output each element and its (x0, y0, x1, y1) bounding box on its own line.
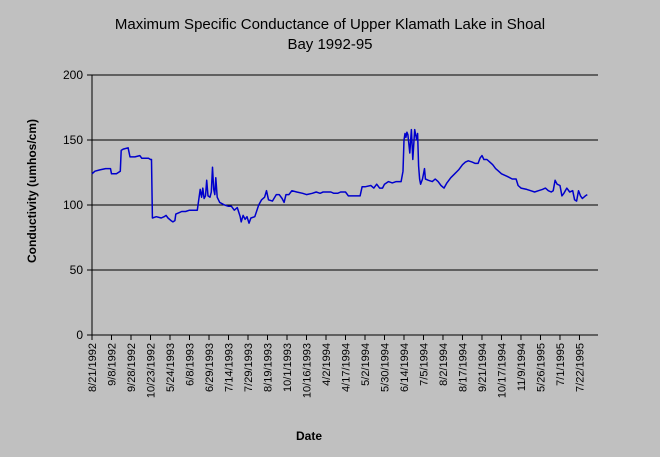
x-tick-label: 10/16/1993 (301, 343, 313, 398)
x-tick-label: 8/21/1992 (87, 343, 99, 392)
y-axis-ticks: 0 50 100 150 200 (63, 68, 92, 342)
y-tick-label: 150 (63, 133, 83, 147)
x-tick-label: 9/8/1992 (106, 343, 118, 386)
x-tick-label: 8/17/1994 (457, 343, 469, 392)
series-layer (91, 128, 588, 224)
x-tick-label: 7/1/1995 (555, 343, 567, 386)
y-tick-label: 200 (63, 68, 83, 82)
y-tick-label: 50 (70, 263, 84, 277)
y-tick-label: 0 (76, 328, 83, 342)
y-axis-title: Conductivity (umhos/cm) (25, 119, 39, 263)
x-tick-label: 7/22/1995 (574, 343, 586, 392)
x-tick-label: 5/26/1995 (535, 343, 547, 392)
x-tick-label: 5/30/1994 (379, 343, 391, 392)
x-tick-label: 4/2/1994 (321, 343, 333, 386)
x-tick-label: 10/1/1993 (282, 343, 294, 392)
x-axis-ticks: 8/21/1992 9/8/1992 9/28/1992 10/23/1992 5/24… (87, 335, 586, 398)
x-tick-label: 7/5/1994 (418, 343, 430, 386)
x-tick-label: 9/21/1994 (477, 343, 489, 392)
x-tick-label: 8/19/1993 (262, 343, 274, 392)
chart-title-line-2: Bay 1992-95 (287, 36, 372, 53)
x-tick-label: 4/17/1994 (340, 343, 352, 392)
series-line (91, 128, 588, 224)
grid-lines (92, 74, 598, 271)
x-tick-label: 6/8/1993 (184, 343, 196, 386)
x-tick-label: 5/24/1993 (165, 343, 177, 392)
x-tick-label: 5/2/1994 (360, 343, 372, 386)
x-tick-label: 11/9/1994 (516, 343, 528, 391)
x-tick-label: 7/29/1993 (243, 343, 255, 392)
x-tick-label: 8/2/1994 (438, 343, 450, 386)
x-tick-label: 9/28/1992 (126, 343, 138, 392)
x-tick-label: 6/14/1994 (399, 343, 411, 392)
x-tick-label: 6/29/1993 (204, 343, 216, 392)
x-tick-label: 10/23/1992 (145, 343, 157, 398)
x-tick-label: 7/14/1993 (223, 343, 235, 392)
x-axis-title: Date (296, 429, 322, 443)
y-tick-label: 100 (63, 198, 83, 212)
x-tick-label: 10/17/1994 (496, 343, 508, 398)
chart-title-line-1: Maximum Specific Conductance of Upper Kl… (115, 16, 545, 33)
